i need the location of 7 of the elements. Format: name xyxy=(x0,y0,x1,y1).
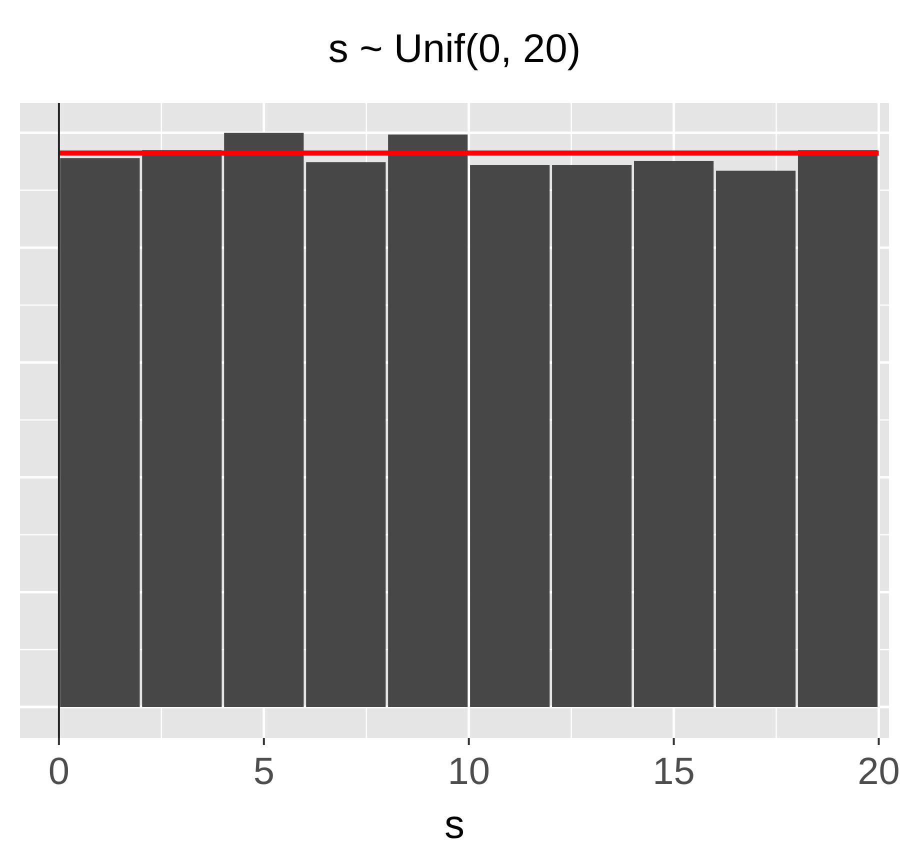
chart-title: s ~ Unif(0, 20) xyxy=(328,27,581,71)
x-tick-label: 0 xyxy=(48,751,70,793)
x-axis-title: s xyxy=(444,803,464,847)
x-tick-label: 20 xyxy=(858,751,900,793)
x-tick-label: 10 xyxy=(448,751,490,793)
x-tick-label: 15 xyxy=(652,751,695,793)
x-tick-label: 5 xyxy=(253,751,274,793)
